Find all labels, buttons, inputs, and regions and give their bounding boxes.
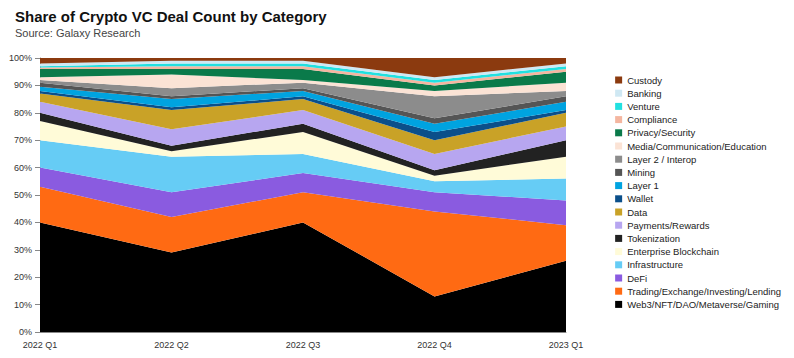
svg-text:Payments/Rewards: Payments/Rewards [627,220,710,231]
svg-text:Custody: Custody [627,75,662,86]
svg-text:Share of Crypto VC Deal Count: Share of Crypto VC Deal Count by Categor… [15,8,327,25]
svg-text:80%: 80% [14,108,32,118]
svg-text:70%: 70% [14,135,32,145]
svg-text:Wallet: Wallet [627,193,653,204]
svg-text:60%: 60% [14,163,32,173]
svg-text:0%: 0% [19,327,32,337]
svg-text:Banking: Banking [627,88,661,99]
svg-text:2023 Q1: 2023 Q1 [549,340,584,350]
svg-text:Layer 1: Layer 1 [627,180,659,191]
svg-text:20%: 20% [14,272,32,282]
svg-text:40%: 40% [14,217,32,227]
svg-text:Source: Galaxy Research: Source: Galaxy Research [15,27,140,39]
svg-text:2022 Q4: 2022 Q4 [417,340,452,350]
svg-text:Privacy/Security: Privacy/Security [627,127,695,138]
svg-text:Data: Data [627,207,648,218]
svg-text:2022 Q2: 2022 Q2 [154,340,189,350]
svg-text:90%: 90% [14,80,32,90]
svg-text:DeFi: DeFi [627,273,647,284]
svg-text:30%: 30% [14,245,32,255]
svg-text:Compliance: Compliance [627,114,677,125]
svg-text:Tokenization: Tokenization [627,233,680,244]
svg-text:Enterprise Blockchain: Enterprise Blockchain [627,246,719,257]
svg-text:2022 Q3: 2022 Q3 [286,340,321,350]
svg-text:Trading/Exchange/Investing/Len: Trading/Exchange/Investing/Lending [627,286,781,297]
svg-text:10%: 10% [14,300,32,310]
svg-text:Venture: Venture [627,101,660,112]
svg-text:Media/Communication/Education: Media/Communication/Education [627,141,766,152]
svg-text:Mining: Mining [627,167,655,178]
svg-text:50%: 50% [14,190,32,200]
svg-text:Layer 2 / Interop: Layer 2 / Interop [627,154,696,165]
svg-text:Infrastructure: Infrastructure [627,259,683,270]
svg-text:2022 Q1: 2022 Q1 [23,340,58,350]
svg-text:100%: 100% [9,53,32,63]
svg-text:Web3/NFT/DAO/Metaverse/Gaming: Web3/NFT/DAO/Metaverse/Gaming [627,299,779,310]
